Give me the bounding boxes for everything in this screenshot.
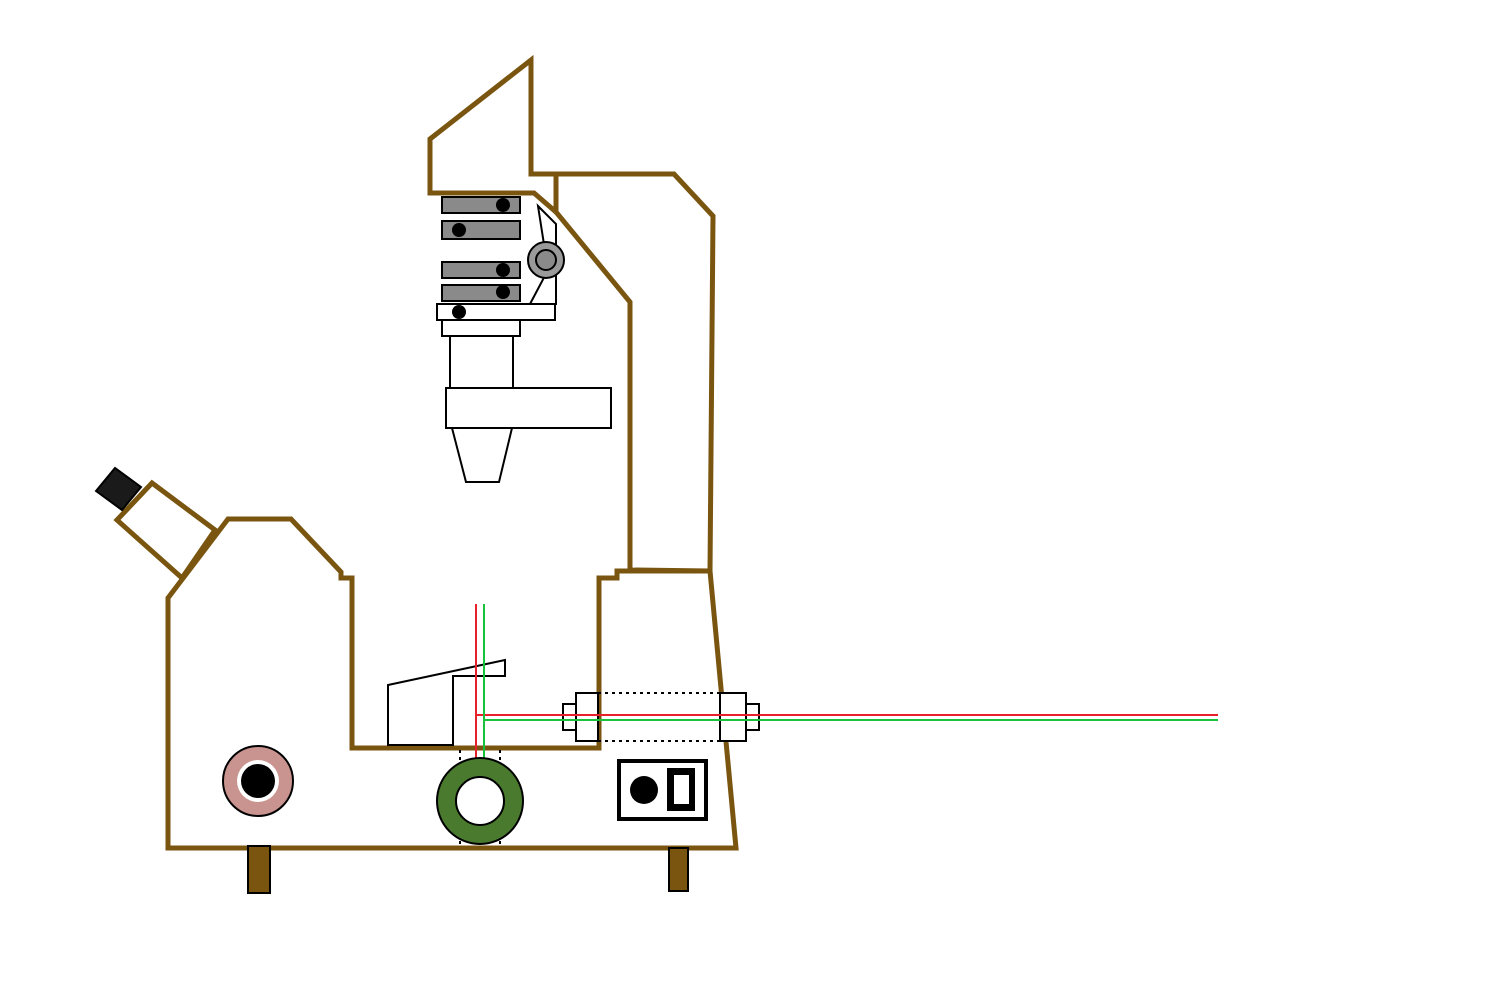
condenser-tube — [449, 335, 514, 389]
turret-slot-dot — [496, 198, 510, 212]
condenser-lens — [450, 427, 514, 483]
turret-collar — [441, 319, 521, 337]
fine-focus-knob-center — [455, 776, 505, 826]
turret-slot-dot — [452, 223, 466, 237]
objective-turret — [436, 196, 565, 337]
filter-block — [387, 658, 506, 746]
eyepiece-tube — [113, 479, 219, 582]
fine-focus-knob[interactable] — [436, 757, 524, 845]
microscope-arm — [553, 171, 716, 574]
turret-slot-dot — [496, 263, 510, 277]
turret-slot-dot — [452, 305, 466, 319]
turret-knob-center — [535, 249, 557, 271]
condenser-arm — [445, 387, 612, 429]
eyepiece-icon — [94, 466, 143, 512]
beam-expander — [562, 692, 760, 742]
coarse-focus-knob-center — [241, 764, 275, 798]
foot-left — [247, 845, 271, 894]
condenser — [445, 335, 612, 483]
lens-holder-left-outer — [562, 703, 577, 731]
lens-holder-right-outer — [745, 703, 760, 731]
power-indicator — [630, 776, 658, 804]
turret-slot-dot — [496, 285, 510, 299]
power-panel[interactable] — [617, 759, 708, 821]
coarse-focus-knob[interactable] — [222, 745, 294, 817]
power-toggle-inner — [674, 775, 689, 804]
illumination-head — [427, 54, 559, 218]
eyepiece — [94, 466, 219, 582]
foot-right — [668, 847, 689, 892]
lens-holder-right — [719, 692, 747, 742]
lens-holder-left — [575, 692, 599, 742]
